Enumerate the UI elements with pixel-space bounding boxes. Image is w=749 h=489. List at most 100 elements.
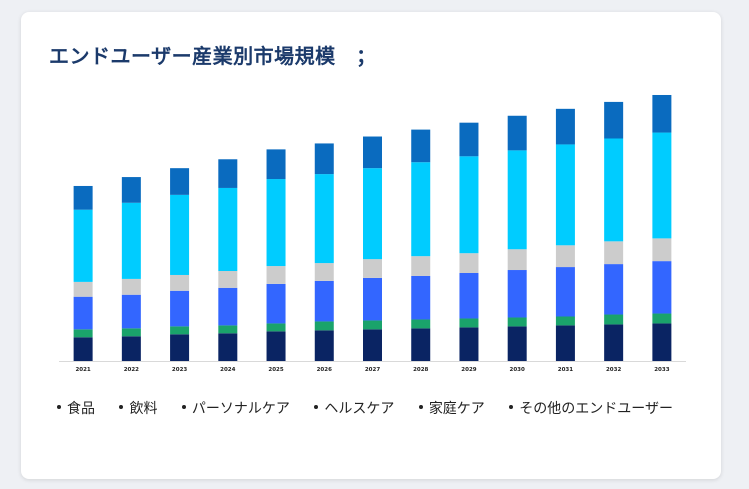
bar-segment-2026-s5[interactable] (314, 143, 334, 175)
bar-segment-2029-s5[interactable] (459, 122, 479, 157)
bar-segment-2028-s1[interactable] (411, 319, 431, 329)
bar-segment-2024-s5[interactable] (218, 159, 238, 188)
legend-label: その他のエンドユーザー (519, 401, 673, 417)
bar-segment-2032-s0[interactable] (604, 324, 624, 361)
bar-segment-2027-s0[interactable] (363, 329, 382, 361)
bar-segment-2031-s3[interactable] (555, 245, 575, 268)
bar-segment-2023-s3[interactable] (170, 274, 190, 291)
bar-segment-2031-s4[interactable] (555, 144, 575, 246)
bar-segment-2031-s1[interactable] (555, 316, 575, 326)
x-tick-label: 2030 (510, 367, 525, 373)
bar-segment-2029-s4[interactable] (459, 156, 479, 254)
bar-segment-2025-s2[interactable] (266, 283, 286, 324)
bar-segment-2029-s2[interactable] (459, 272, 479, 319)
bar-segment-2026-s4[interactable] (314, 174, 334, 264)
bar-segment-2024-s0[interactable] (218, 333, 238, 361)
bar-segment-2023-s4[interactable] (170, 194, 190, 275)
bar-segment-2028-s4[interactable] (411, 162, 431, 257)
legend-item-healthcare[interactable]: ヘルスケア (314, 394, 394, 424)
bar-segment-2030-s0[interactable] (507, 326, 527, 361)
bar-segment-2032-s3[interactable] (604, 241, 624, 265)
bar-segment-2023-s2[interactable] (170, 290, 190, 327)
chart-title: エンドユーザー産業別市場規模 ； (49, 44, 377, 68)
bar-segment-2030-s4[interactable] (507, 150, 527, 250)
bar-segment-2024-s2[interactable] (218, 287, 238, 326)
bar-segment-2025-s0[interactable] (266, 331, 286, 361)
bar-segment-2027-s2[interactable] (363, 277, 382, 321)
bar-segment-2030-s5[interactable] (507, 115, 527, 151)
bar-segment-2022-s0[interactable] (121, 336, 141, 361)
bar-segment-2029-s1[interactable] (459, 318, 479, 328)
x-tick-label: 2026 (317, 367, 332, 373)
bar-segment-2030-s3[interactable] (507, 249, 527, 271)
bar-segment-2024-s1[interactable] (218, 325, 238, 334)
bar-segment-2022-s4[interactable] (121, 202, 141, 279)
bar-segment-2026-s1[interactable] (314, 321, 334, 331)
legend-item-other-end-users[interactable]: その他のエンドユーザー (509, 394, 673, 424)
bar-segment-2022-s5[interactable] (121, 177, 141, 203)
bar-segment-2032-s4[interactable] (604, 138, 624, 242)
bar-segment-2021-s1[interactable] (73, 329, 93, 338)
bar-segment-2028-s0[interactable] (411, 328, 431, 361)
bar-segment-2021-s3[interactable] (73, 281, 93, 297)
bar-segment-2025-s5[interactable] (266, 149, 286, 180)
bar-segment-2030-s1[interactable] (507, 317, 527, 327)
legend-label: 飲料 (129, 401, 158, 417)
bar-segment-2025-s1[interactable] (266, 323, 286, 332)
legend: 食品 飲料 パーソナルケア ヘルスケア 家庭ケア その他のエンドユーザー (57, 394, 697, 424)
x-tick-label: 2023 (172, 367, 187, 373)
x-tick-label: 2028 (413, 367, 428, 373)
bar-segment-2028-s2[interactable] (411, 275, 431, 320)
bar-segment-2032-s5[interactable] (604, 101, 624, 139)
bar-segment-2032-s1[interactable] (604, 314, 624, 325)
bar-segment-2026-s0[interactable] (314, 330, 334, 361)
legend-item-food[interactable]: 食品 (57, 394, 95, 424)
legend-item-home-care[interactable]: 家庭ケア (418, 394, 485, 424)
bar-segment-2023-s5[interactable] (170, 168, 190, 195)
bar-segment-2033-s0[interactable] (652, 323, 672, 361)
x-tick-label: 2027 (365, 367, 380, 373)
bar-segment-2033-s2[interactable] (652, 261, 672, 314)
bar-segment-2031-s2[interactable] (555, 267, 575, 317)
bar-segment-2033-s3[interactable] (652, 238, 672, 262)
bar-segment-2024-s3[interactable] (218, 271, 238, 288)
bar-segment-2021-s2[interactable] (73, 296, 93, 330)
legend-item-personal-care[interactable]: パーソナルケア (181, 394, 290, 424)
x-tick-label: 2032 (606, 367, 621, 373)
bar-segment-2033-s5[interactable] (652, 94, 672, 133)
bar-segment-2028-s5[interactable] (411, 129, 431, 163)
bar-segment-2023-s0[interactable] (170, 334, 190, 361)
legend-label: ヘルスケア (324, 401, 395, 417)
bar-segment-2021-s0[interactable] (73, 337, 93, 361)
bar-segment-2022-s3[interactable] (121, 278, 141, 295)
bar-segment-2023-s1[interactable] (170, 326, 190, 335)
bar-segment-2024-s4[interactable] (218, 187, 238, 272)
bar-segment-2029-s0[interactable] (459, 327, 479, 361)
bar-segment-2026-s3[interactable] (314, 263, 334, 281)
bar-segment-2030-s2[interactable] (507, 270, 527, 318)
bar-segment-2022-s2[interactable] (121, 294, 141, 329)
bar-segment-2026-s2[interactable] (314, 280, 334, 322)
bar-segment-2032-s2[interactable] (604, 264, 624, 315)
bar-segment-2025-s3[interactable] (266, 266, 286, 284)
bar-segment-2027-s5[interactable] (363, 136, 382, 169)
x-tick-label: 2022 (124, 367, 139, 373)
bar-segment-2021-s5[interactable] (73, 185, 93, 210)
bar-segment-2027-s1[interactable] (363, 320, 382, 330)
bullet-icon (57, 405, 61, 409)
bar-segment-2033-s1[interactable] (652, 313, 672, 324)
bars-group (73, 94, 672, 361)
bar-segment-2033-s4[interactable] (652, 132, 672, 239)
bar-segment-2031-s5[interactable] (555, 108, 575, 145)
bar-segment-2025-s4[interactable] (266, 179, 286, 267)
bullet-icon (418, 405, 423, 409)
bar-segment-2027-s3[interactable] (363, 259, 382, 278)
bar-segment-2027-s4[interactable] (363, 168, 382, 260)
bar-segment-2031-s0[interactable] (555, 325, 575, 361)
bar-segment-2029-s3[interactable] (459, 253, 479, 273)
bar-segment-2022-s1[interactable] (121, 328, 141, 337)
stacked-bar-chart: 2021 2022 2023 2024 2025 2026 2027 2028 2029 2030… (59, 94, 686, 373)
bar-segment-2028-s3[interactable] (411, 256, 431, 276)
legend-item-beverage[interactable]: 飲料 (119, 394, 157, 424)
bar-segment-2021-s4[interactable] (73, 209, 93, 282)
